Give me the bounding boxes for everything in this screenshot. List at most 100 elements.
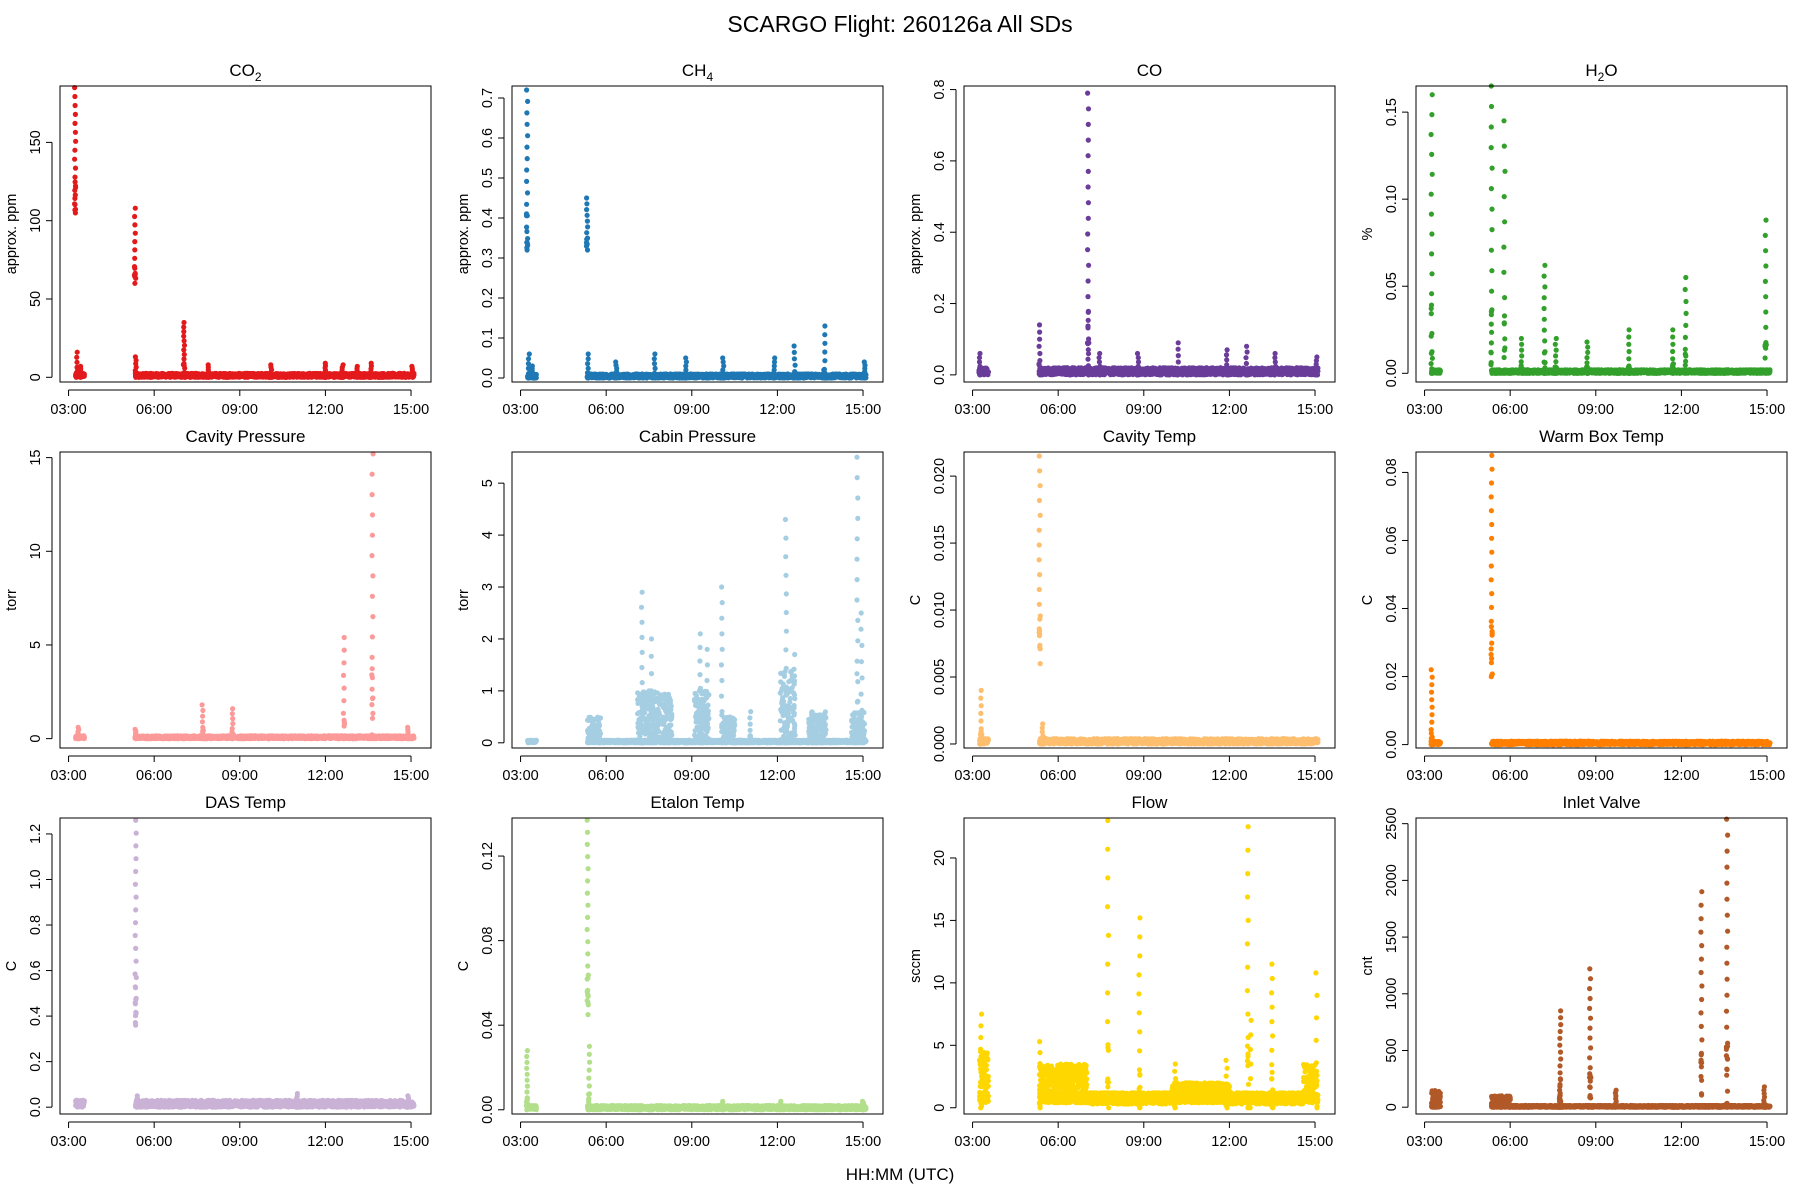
data-point [1086, 262, 1092, 268]
panel-title-main: H [1585, 61, 1597, 80]
data-point [181, 333, 187, 339]
data-point [1175, 340, 1181, 346]
data-point [1036, 371, 1042, 377]
data-point [1036, 322, 1043, 328]
y-tick-label: 0.6 [932, 151, 948, 171]
data-point [1174, 368, 1181, 374]
data-point [585, 356, 591, 362]
data-point [1085, 137, 1091, 143]
data-point [523, 213, 530, 219]
data-point [524, 144, 530, 150]
data-point [72, 102, 78, 109]
data-point [181, 338, 187, 344]
data-point [72, 120, 78, 126]
data-point [1085, 317, 1091, 323]
data-point [584, 212, 590, 218]
data-point [181, 329, 187, 335]
data-point [340, 362, 346, 368]
x-tick-label: 09:00 [1126, 402, 1162, 418]
data-point [977, 350, 983, 357]
data-point [524, 178, 530, 184]
x-tick-label: 09:00 [222, 402, 258, 418]
y-tick-label: 0.4 [480, 208, 496, 228]
data-point [1243, 369, 1249, 375]
data-point [72, 147, 78, 153]
data-point [132, 213, 138, 220]
data-point [822, 323, 828, 329]
y-tick-label: 0.2 [480, 288, 496, 308]
data-point [652, 351, 658, 357]
x-tick-label: 06:00 [588, 402, 624, 418]
data-point [78, 372, 84, 378]
data-point [181, 342, 188, 348]
series-points [1428, 83, 1773, 376]
data-point [822, 349, 828, 355]
data-point [1097, 350, 1103, 357]
x-tick-label: 12:00 [759, 402, 795, 418]
x-tick-label: 03:00 [502, 402, 538, 418]
data-point [72, 179, 78, 185]
x-tick-label: 12:00 [307, 402, 343, 418]
data-point [133, 371, 139, 377]
panel-title: H2O [1585, 61, 1617, 84]
y-tick-label: 50 [28, 291, 44, 307]
data-point [1224, 357, 1230, 363]
y-axis: 0.00.20.40.60.8 [932, 79, 957, 385]
data-point [1085, 278, 1091, 284]
panel-title-main: CH [682, 61, 707, 80]
data-point [1175, 359, 1181, 365]
data-point [585, 365, 591, 371]
data-point [340, 374, 346, 380]
data-point [791, 356, 798, 362]
plot-frame [59, 85, 432, 383]
panel-ylabel: % [1360, 227, 1376, 240]
x-tick-label: 03:00 [50, 402, 86, 418]
data-point [72, 202, 78, 208]
data-point [206, 372, 212, 378]
data-point [791, 349, 797, 355]
data-point [821, 372, 828, 378]
data-point [182, 370, 188, 376]
data-point [772, 373, 778, 379]
y-tick-label: 150 [28, 130, 44, 154]
panel-ylabel: approx. ppm [456, 194, 472, 275]
data-point [1243, 360, 1249, 367]
data-point [78, 363, 84, 369]
data-point [977, 371, 983, 378]
data-point [268, 362, 274, 368]
data-point [652, 365, 658, 371]
data-point [1086, 372, 1092, 378]
data-point [524, 201, 530, 207]
panel-title-main: CO [1137, 61, 1163, 80]
y-tick-label: 100 [28, 209, 44, 233]
data-point [72, 93, 78, 100]
x-axis: 03:00 06:00 09:00 12:00 15:00 [50, 389, 429, 418]
data-point [132, 247, 138, 253]
data-point [1085, 363, 1091, 369]
data-point [524, 87, 530, 93]
data-point [651, 361, 658, 367]
data-point [72, 111, 78, 117]
data-point [132, 230, 138, 236]
data-point [1085, 200, 1091, 206]
data-point [772, 355, 778, 361]
y-tick-label: 0.2 [932, 293, 948, 313]
data-point [1314, 354, 1320, 360]
data-point [322, 360, 328, 366]
panel-ylabel: approx. ppm [908, 194, 924, 275]
data-point [132, 265, 138, 271]
plot-frame [511, 85, 884, 383]
data-point [822, 340, 828, 346]
data-point [74, 354, 80, 360]
data-point [584, 230, 590, 236]
data-point [181, 319, 187, 326]
data-point [181, 356, 187, 362]
data-point [524, 121, 530, 127]
data-point [72, 195, 78, 201]
data-point [268, 374, 274, 380]
panel-ylabel: approx. ppm [4, 194, 20, 275]
data-point [985, 369, 991, 375]
data-point [72, 174, 78, 180]
